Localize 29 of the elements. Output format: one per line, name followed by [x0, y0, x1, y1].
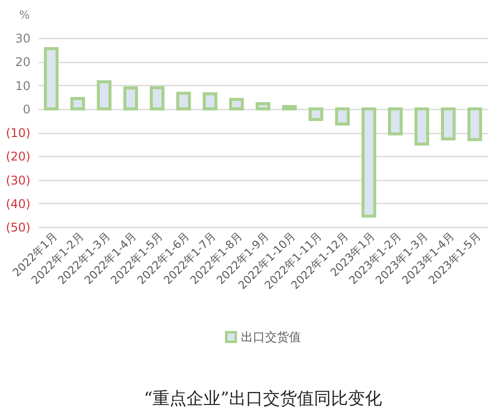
bar	[229, 98, 244, 110]
bar	[362, 107, 376, 218]
legend-label: 出口交货值	[241, 330, 301, 344]
bar	[467, 107, 482, 142]
y-axis-title: %	[19, 8, 30, 22]
y-tick-label: (10)	[6, 126, 30, 140]
bar	[440, 107, 456, 140]
y-tick-label: (20)	[6, 150, 30, 164]
bar	[44, 47, 59, 110]
bar	[256, 102, 270, 110]
y-tick-label: 0	[22, 102, 30, 116]
y-tick-label: (50)	[6, 220, 30, 234]
bar	[176, 92, 191, 110]
bar	[70, 96, 86, 110]
bar	[414, 107, 430, 146]
bar	[150, 86, 164, 110]
bar	[335, 107, 350, 126]
text: “重点企业”出口交货值同比变化	[144, 389, 382, 409]
y-tick-label: 30	[15, 32, 30, 46]
bar	[96, 80, 112, 110]
y-tick-label: 20	[15, 55, 30, 70]
bar	[282, 105, 297, 110]
y-tick-label: (40)	[6, 196, 30, 211]
bar	[123, 86, 138, 110]
bar	[308, 107, 324, 122]
y-tick-label: 10	[15, 78, 30, 93]
bar	[202, 92, 218, 110]
y-tick-label: (30)	[6, 173, 30, 188]
bar	[388, 107, 403, 136]
